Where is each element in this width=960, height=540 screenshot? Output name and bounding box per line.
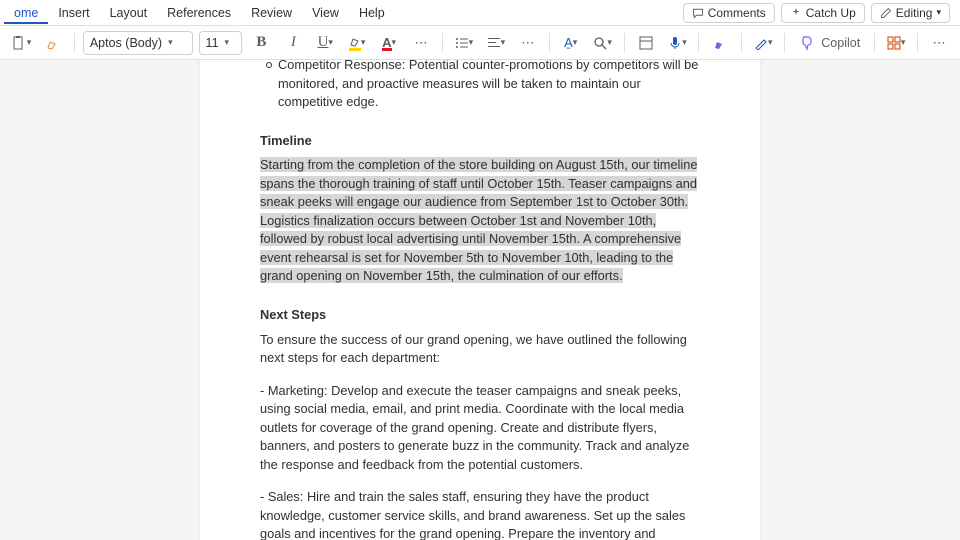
highlight-color-button[interactable]: ▾ [344, 30, 370, 56]
bullet-text: Competitor Response: Potential counter-p… [278, 60, 698, 109]
chevron-down-icon: ▾ [573, 37, 578, 48]
tab-review[interactable]: Review [241, 2, 302, 24]
dictate-button[interactable]: ▾ [665, 30, 691, 56]
document-page[interactable]: Competitor Response: Potential counter-p… [200, 60, 760, 540]
paintbrush-icon [45, 35, 61, 51]
format-painter-button[interactable] [40, 30, 66, 56]
comment-icon [692, 7, 704, 19]
separator [549, 33, 550, 53]
ribbon-toolbar: ▾ Aptos (Body) ▾ 11 ▾ B I U▾ ▾ A ▾ ⋯ ▾ ▾… [0, 26, 960, 60]
chevron-down-icon: ▾ [225, 37, 230, 48]
nextsteps-intro: To ensure the success of our grand openi… [260, 331, 700, 368]
editing-label: Editing [896, 6, 933, 20]
tab-insert[interactable]: Insert [48, 2, 99, 24]
separator [917, 33, 918, 53]
chevron-down-icon: ▾ [168, 37, 173, 48]
highlight-icon [349, 35, 361, 50]
clipboard-icon [11, 35, 27, 51]
chevron-down-icon: ▾ [469, 37, 474, 48]
editing-mode-button[interactable]: Editing ▾ [871, 3, 950, 23]
chevron-down-icon: ▾ [328, 37, 333, 48]
menu-left: ome Insert Layout References Review View… [4, 2, 395, 24]
tab-view[interactable]: View [302, 2, 349, 24]
separator [784, 33, 785, 53]
separator [442, 33, 443, 53]
chevron-down-icon: ▾ [682, 37, 687, 48]
pencil-icon [880, 7, 892, 19]
timeline-paragraph[interactable]: Starting from the completion of the stor… [260, 156, 700, 286]
styles-button[interactable]: A̱ ▾ [558, 30, 584, 56]
chevron-down-icon: ▾ [768, 37, 773, 48]
menu-right: Comments Catch Up Editing ▾ [683, 3, 956, 23]
tab-layout[interactable]: Layout [100, 2, 158, 24]
tab-home[interactable]: ome [4, 2, 48, 24]
copilot-icon [799, 35, 815, 51]
selected-text: Starting from the completion of the stor… [260, 157, 697, 283]
more-para-button[interactable]: ⋯ [515, 30, 541, 56]
bold-button[interactable]: B [248, 30, 274, 56]
document-canvas[interactable]: Competitor Response: Potential counter-p… [0, 60, 960, 540]
menu-bar: ome Insert Layout References Review View… [0, 0, 960, 26]
font-size-value: 11 [206, 36, 219, 50]
bullets-button[interactable]: ▾ [451, 30, 477, 56]
italic-button[interactable]: I [280, 30, 306, 56]
heading-nextsteps: Next Steps [260, 306, 700, 325]
overflow-button[interactable]: ⋯ [926, 30, 952, 56]
align-button[interactable]: ▾ [483, 30, 509, 56]
chevron-down-icon: ▾ [901, 37, 906, 48]
catchup-label: Catch Up [806, 6, 856, 20]
sales-paragraph: - Sales: Hire and train the sales staff,… [260, 488, 700, 540]
mic-icon [668, 36, 682, 50]
designer-button[interactable] [633, 30, 659, 56]
grid-icon [887, 36, 901, 50]
editor-icon [754, 36, 768, 50]
styles-icon: A̱ [564, 35, 573, 50]
font-family-value: Aptos (Body) [90, 36, 162, 50]
chevron-down-icon: ▾ [607, 37, 612, 48]
tab-references[interactable]: References [157, 2, 241, 24]
chevron-down-icon: ▾ [361, 37, 366, 48]
font-color-icon: A [382, 35, 391, 50]
find-button[interactable]: ▾ [590, 30, 616, 56]
separator [874, 33, 875, 53]
chevron-down-icon: ▾ [936, 7, 941, 18]
editor-button[interactable]: ▾ [750, 30, 776, 56]
heading-timeline: Timeline [260, 132, 700, 151]
marketing-paragraph: - Marketing: Develop and execute the tea… [260, 382, 700, 475]
addins-button[interactable]: ▾ [883, 30, 909, 56]
bullets-icon [455, 36, 469, 50]
comments-label: Comments [708, 6, 766, 20]
chevron-down-icon: ▾ [27, 37, 32, 48]
tab-help[interactable]: Help [349, 2, 395, 24]
separator [741, 33, 742, 53]
font-size-combo[interactable]: 11 ▾ [199, 31, 243, 55]
chevron-down-icon: ▾ [392, 37, 397, 48]
list-item: Competitor Response: Potential counter-p… [260, 60, 700, 112]
sparkle-icon [790, 7, 802, 19]
ink-button[interactable] [707, 30, 733, 56]
copilot-label: Copilot [821, 36, 860, 50]
chevron-down-icon: ▾ [501, 37, 506, 48]
underline-button[interactable]: U▾ [312, 30, 338, 56]
separator [698, 33, 699, 53]
copilot-button[interactable]: Copilot [793, 35, 866, 51]
separator [624, 33, 625, 53]
more-font-button[interactable]: ⋯ [408, 30, 434, 56]
layout-icon [639, 36, 653, 50]
search-icon [593, 36, 607, 50]
align-icon [487, 36, 501, 50]
pen-icon [713, 36, 727, 50]
comments-button[interactable]: Comments [683, 3, 775, 23]
catchup-button[interactable]: Catch Up [781, 3, 865, 23]
paste-button[interactable]: ▾ [8, 30, 34, 56]
font-family-combo[interactable]: Aptos (Body) ▾ [83, 31, 193, 55]
font-color-button[interactable]: A ▾ [376, 30, 402, 56]
separator [74, 33, 75, 53]
